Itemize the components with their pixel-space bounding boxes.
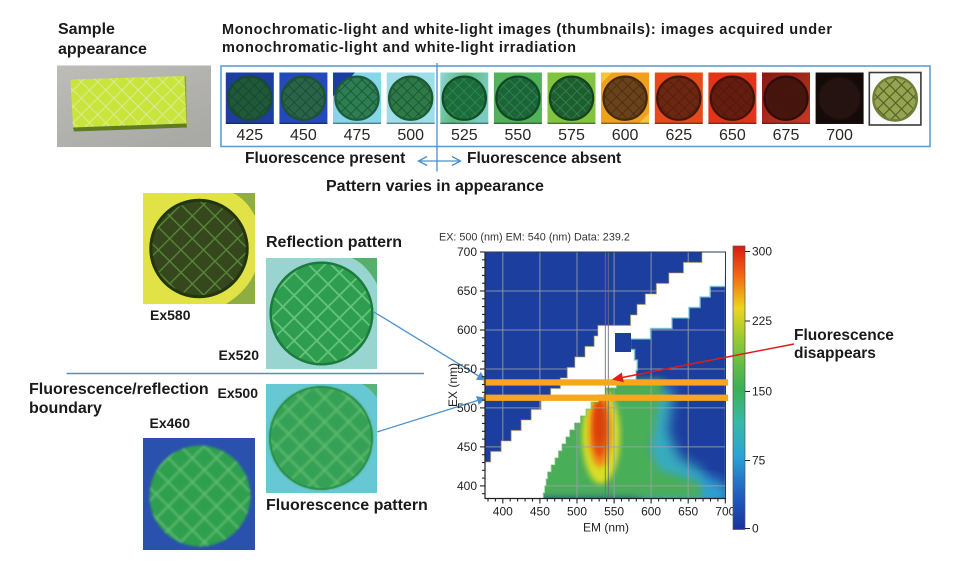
svg-text:700: 700 xyxy=(457,245,477,259)
svg-text:650: 650 xyxy=(678,505,698,519)
svg-text:EX (nm): EX (nm) xyxy=(446,363,460,407)
svg-text:75: 75 xyxy=(752,454,766,468)
svg-text:150: 150 xyxy=(752,385,772,399)
svg-text:500: 500 xyxy=(567,505,587,519)
svg-text:700: 700 xyxy=(715,505,735,519)
svg-text:EX: 500 (nm) EM: 540 (nm) Data: EX: 500 (nm) EM: 540 (nm) Data: 239.2 xyxy=(439,232,630,244)
svg-text:400: 400 xyxy=(457,479,477,493)
svg-text:450: 450 xyxy=(457,440,477,454)
svg-text:0: 0 xyxy=(752,522,759,536)
svg-text:EM (nm): EM (nm) xyxy=(583,521,629,535)
svg-text:500: 500 xyxy=(457,401,477,415)
svg-text:600: 600 xyxy=(641,505,661,519)
svg-text:300: 300 xyxy=(752,245,772,259)
svg-text:600: 600 xyxy=(457,323,477,337)
svg-text:400: 400 xyxy=(493,505,513,519)
svg-text:225: 225 xyxy=(752,314,772,328)
svg-text:550: 550 xyxy=(604,505,624,519)
svg-text:650: 650 xyxy=(457,284,477,298)
svg-text:450: 450 xyxy=(530,505,550,519)
svg-text:550: 550 xyxy=(457,362,477,376)
